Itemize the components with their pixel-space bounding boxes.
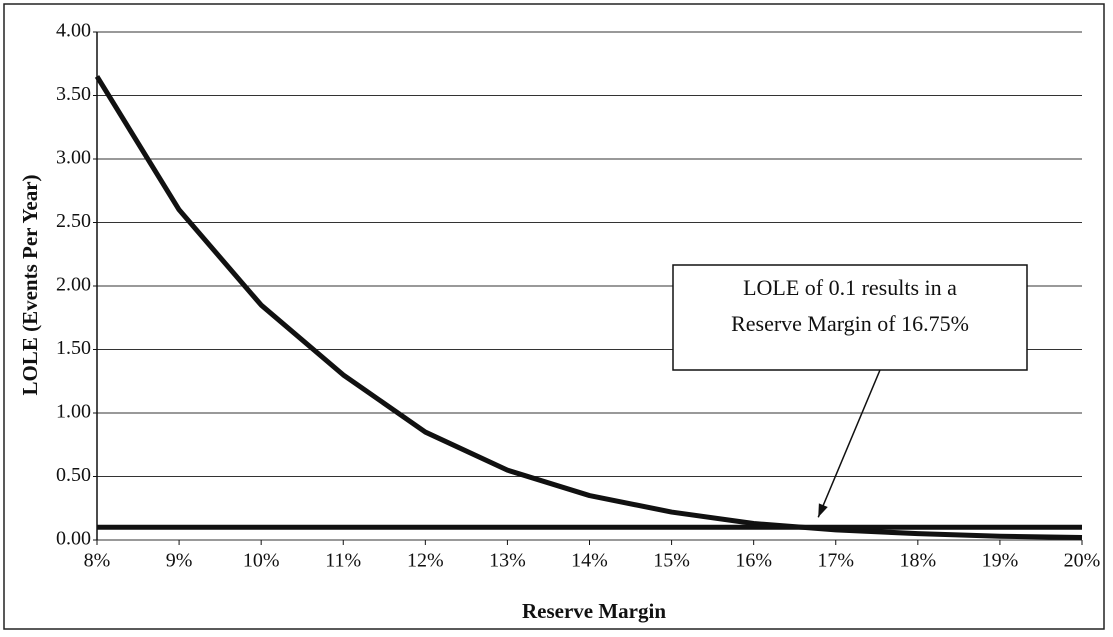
y-tick-label: 3.50	[56, 83, 91, 105]
x-tick-label: 12%	[407, 550, 444, 572]
y-tick-label: 2.00	[56, 274, 91, 296]
annotation-text: Reserve Margin of 16.75%	[731, 311, 969, 336]
y-tick-label: 0.50	[56, 464, 91, 486]
x-tick-label: 14%	[571, 550, 608, 572]
x-axis-label: Reserve Margin	[522, 599, 666, 623]
y-tick-label: 2.50	[56, 210, 91, 232]
y-axis-label: LOLE (Events Per Year)	[18, 174, 42, 395]
x-tick-label: 8%	[84, 550, 111, 572]
annotation-arrow	[817, 369, 881, 518]
x-tick-label: 9%	[166, 550, 193, 572]
y-tick-label: 3.00	[56, 147, 91, 169]
arrow-head	[818, 503, 828, 518]
chart-border	[3, 3, 1105, 630]
y-tick-label: 1.00	[56, 401, 91, 423]
x-tick-label: 13%	[489, 550, 526, 572]
annotation-box	[672, 264, 1028, 371]
annotation-text: LOLE of 0.1 results in a	[743, 275, 957, 300]
y-tick-label: 0.00	[56, 528, 91, 550]
x-tick-label: 20%	[1064, 550, 1101, 572]
x-tick-label: 19%	[982, 550, 1019, 572]
x-tick-label: 15%	[653, 550, 690, 572]
x-tick-label: 16%	[735, 550, 772, 572]
x-tick-label: 11%	[325, 550, 361, 572]
x-tick-label: 18%	[899, 550, 936, 572]
y-tick-label: 1.50	[56, 337, 91, 359]
series-line	[94, 75, 1083, 540]
x-tick-label: 17%	[817, 550, 854, 572]
x-tick-label: 10%	[243, 550, 280, 572]
y-tick-label: 4.00	[56, 20, 91, 42]
